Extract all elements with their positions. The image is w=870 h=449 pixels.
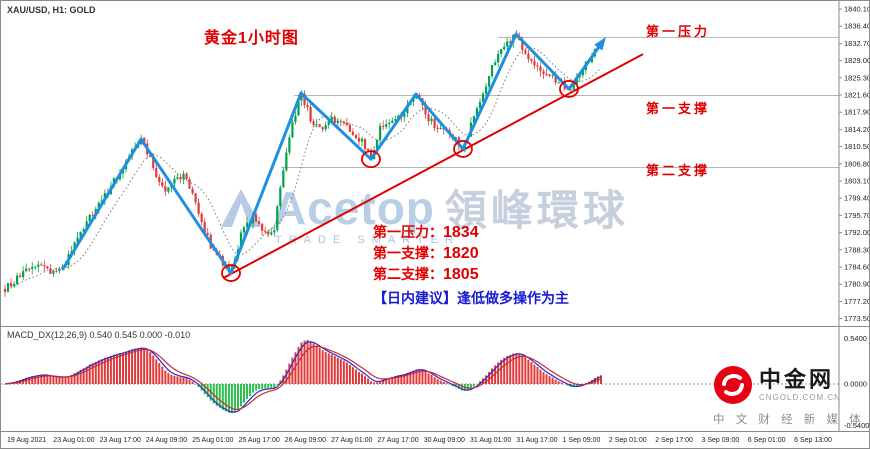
svg-text:1799.40: 1799.40	[844, 194, 870, 203]
svg-text:1806.80: 1806.80	[844, 159, 870, 168]
annotation-label: 第一压力：	[373, 224, 443, 240]
macd-panel-canvas[interactable]: 0.5400 0.0000 -0.5400	[1, 327, 870, 431]
time-tick-label: 3 Sep 09:00	[701, 437, 740, 444]
watermark-tagline: TRADE SMARTER	[275, 234, 460, 246]
svg-text:1832.70: 1832.70	[844, 39, 870, 48]
svg-text:1803.10: 1803.10	[844, 177, 870, 186]
annotation-support1: 第一支撑：1820	[373, 243, 569, 264]
time-tick-label: 31 Aug 01:00	[470, 437, 512, 444]
annotation-block: 第一压力：1834 第一支撑：1820 第二支撑：1805 【日内建议】逢低做多…	[373, 222, 569, 308]
zigzag-arrowhead	[594, 37, 606, 51]
brand-domain: CNGOLD.COM.CN	[759, 393, 841, 402]
macd-indicator-label: MACD_DX(12,26,9) 0.540 0.545 0.000 -0.01…	[7, 330, 191, 340]
resistance1-label: 第一压力	[646, 24, 711, 39]
advice-prefix: 【日内建议】	[373, 290, 457, 306]
annotation-label: 第二支撑：	[373, 266, 443, 282]
svg-text:1817.90: 1817.90	[844, 108, 870, 117]
advice-text: 逢低做多操作为主	[457, 290, 569, 306]
support2-label: 第二支撑	[646, 163, 711, 178]
annotation-value: 1834	[443, 224, 479, 241]
panel-separator	[1, 326, 869, 327]
svg-text:1780.90: 1780.90	[844, 280, 870, 289]
brand-tagline: 中 文 财 经 新 媒 体	[713, 414, 865, 426]
macd-fast-line	[4, 341, 602, 413]
time-tick-label: 6 Sep 13:00	[794, 437, 832, 444]
svg-text:1829.00: 1829.00	[844, 56, 870, 65]
price-chart-canvas[interactable]: 1840.10 1836.40 1832.70 1829.00 1825.30 1821.…	[1, 1, 870, 327]
annotation-support2: 第二支撑：1805	[373, 264, 569, 285]
annotation-label: 第一支撑：	[373, 245, 443, 261]
macd-axis-labels: 0.5400 0.0000 -0.5400	[844, 334, 869, 430]
time-tick-label: 27 Aug 01:00	[331, 437, 373, 444]
time-tick-label: 6 Sep 01:00	[747, 437, 786, 444]
time-tick-label: 19 Aug 2021	[7, 437, 47, 444]
cngold-logo-icon	[714, 366, 752, 404]
svg-text:1792.00: 1792.00	[844, 228, 870, 237]
watermark: Acetop 領峰環球 TRADE SMARTER	[219, 177, 629, 246]
time-tick-label: 2 Sep 17:00	[655, 437, 693, 444]
svg-text:1784.60: 1784.60	[844, 263, 870, 272]
annotation-value: 1805	[443, 266, 479, 283]
macd-histogram	[4, 340, 602, 413]
macd-signal-line	[4, 345, 602, 411]
wave-zigzag-line[interactable]	[61, 32, 605, 275]
annotation-value: 1820	[443, 245, 479, 262]
svg-text:1773.50: 1773.50	[844, 314, 870, 323]
time-tick-label: 25 Aug 17:00	[238, 437, 280, 444]
support1-label: 第一支撑	[646, 101, 711, 116]
watermark-brand-cn: 領峰環球	[444, 187, 629, 234]
time-tick-label: 24 Aug 09:00	[145, 437, 188, 444]
time-tick-label: 2 Sep 01:00	[608, 437, 647, 444]
svg-text:1810.50: 1810.50	[844, 142, 870, 151]
svg-text:1821.60: 1821.60	[844, 91, 870, 100]
svg-text:1840.10: 1840.10	[844, 5, 870, 14]
svg-text:1825.30: 1825.30	[844, 73, 870, 82]
svg-text:1814.20: 1814.20	[844, 125, 870, 134]
time-axis: 19 Aug 2021 23 Aug 01:00 23 Aug 17:00 24 Au…	[1, 431, 869, 448]
svg-text:1795.70: 1795.70	[844, 211, 870, 220]
svg-text:1788.30: 1788.30	[844, 245, 870, 254]
annotation-resistance1: 第一压力：1834	[373, 222, 569, 243]
time-tick-label: 25 Aug 01:00	[192, 437, 234, 444]
cngold-branding: 中金网 CNGOLD.COM.CN 中 文 财 经 新 媒 体	[713, 365, 869, 427]
pivot-circles	[221, 80, 579, 282]
moving-average-line	[4, 47, 602, 293]
time-tick-label: 30 Aug 09:00	[423, 437, 465, 444]
svg-text:-0.5400: -0.5400	[844, 421, 869, 430]
time-tick-label: 23 Aug 01:00	[53, 437, 95, 444]
ascending-trendline[interactable]	[222, 53, 644, 280]
svg-text:1777.20: 1777.20	[844, 297, 870, 306]
svg-text:0.0000: 0.0000	[844, 380, 867, 389]
chart-title: 黄金1小时图	[204, 30, 299, 47]
symbol-label: XAU/USD, H1: GOLD	[7, 5, 96, 15]
time-tick-label: 31 Aug 17:00	[516, 437, 558, 444]
brand-name: 中金网	[759, 367, 835, 392]
svg-text:0.5400: 0.5400	[844, 334, 867, 343]
acetop-logo-icon	[221, 188, 261, 227]
time-tick-label: 1 Sep 09:00	[562, 437, 601, 444]
time-tick-label: 27 Aug 17:00	[377, 437, 419, 444]
annotation-advice: 【日内建议】逢低做多操作为主	[373, 288, 569, 308]
time-tick-label: 26 Aug 09:00	[284, 437, 327, 444]
time-tick-label: 23 Aug 17:00	[99, 437, 141, 444]
price-axis-labels: 1840.10 1836.40 1832.70 1829.00 1825.30 1821.…	[839, 5, 870, 323]
svg-text:1836.40: 1836.40	[844, 22, 870, 31]
